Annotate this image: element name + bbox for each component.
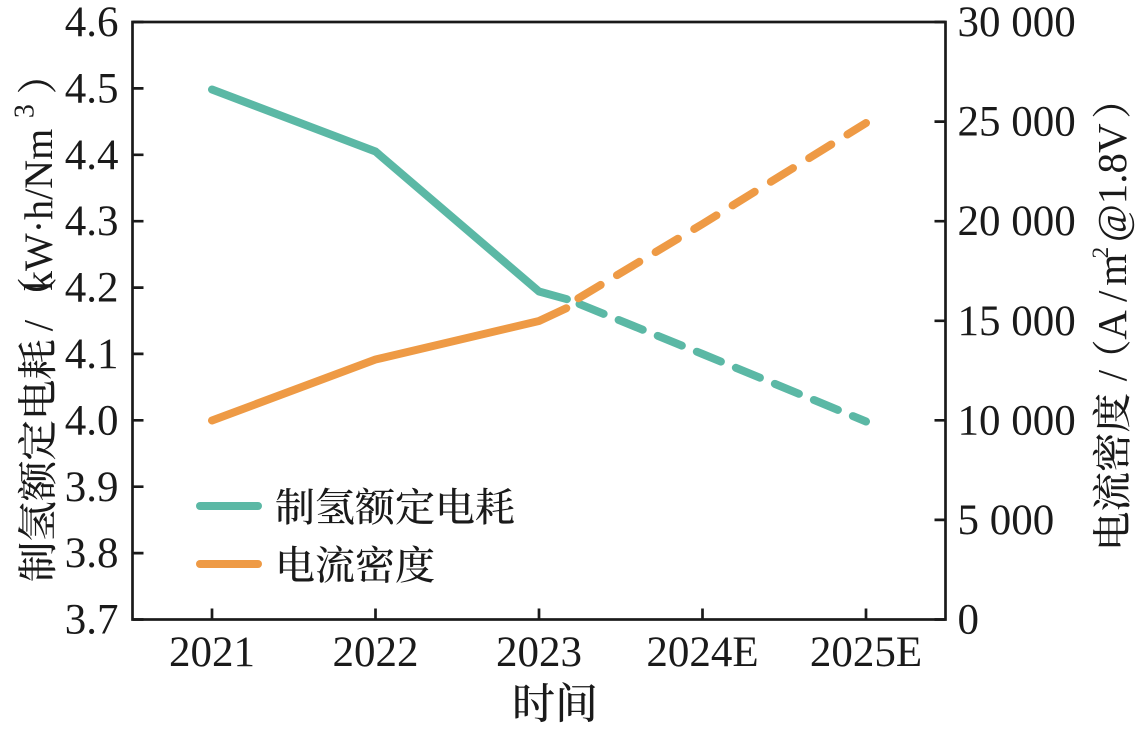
svg-text:/: / (1089, 369, 1135, 381)
svg-text:m: m (1089, 254, 1135, 286)
svg-text:4.6: 4.6 (65, 0, 119, 46)
svg-text:15 000: 15 000 (958, 298, 1076, 345)
svg-text:3.9: 3.9 (65, 464, 119, 511)
svg-text:2024E: 2024E (646, 629, 758, 676)
svg-text:30 000: 30 000 (958, 0, 1076, 46)
svg-text:5 000: 5 000 (958, 497, 1055, 544)
svg-text:4.5: 4.5 (65, 65, 119, 112)
svg-text:@1.8V: @1.8V (1089, 123, 1135, 242)
svg-text:4.4: 4.4 (65, 132, 119, 179)
svg-text:/: / (1089, 290, 1135, 302)
svg-text:2021: 2021 (169, 629, 255, 676)
svg-text:3.7: 3.7 (65, 597, 119, 644)
svg-text:4.3: 4.3 (65, 198, 119, 245)
svg-text:3: 3 (10, 104, 41, 118)
svg-text:4.1: 4.1 (65, 331, 119, 378)
svg-text:2023: 2023 (496, 629, 582, 676)
svg-text:2022: 2022 (333, 629, 419, 676)
svg-text:2025E: 2025E (810, 629, 922, 676)
svg-text:/: / (15, 319, 61, 331)
svg-text:0: 0 (958, 597, 980, 644)
svg-text:25 000: 25 000 (958, 99, 1076, 146)
svg-text:2: 2 (1088, 247, 1113, 259)
svg-text:4.2: 4.2 (65, 265, 119, 312)
svg-text:4.0: 4.0 (65, 397, 119, 444)
svg-text:A: A (1089, 310, 1135, 340)
svg-text:20 000: 20 000 (958, 198, 1076, 245)
svg-text:kW·h/Nm: kW·h/Nm (16, 129, 61, 291)
svg-text:3.8: 3.8 (65, 530, 119, 577)
svg-text:10 000: 10 000 (958, 397, 1076, 444)
